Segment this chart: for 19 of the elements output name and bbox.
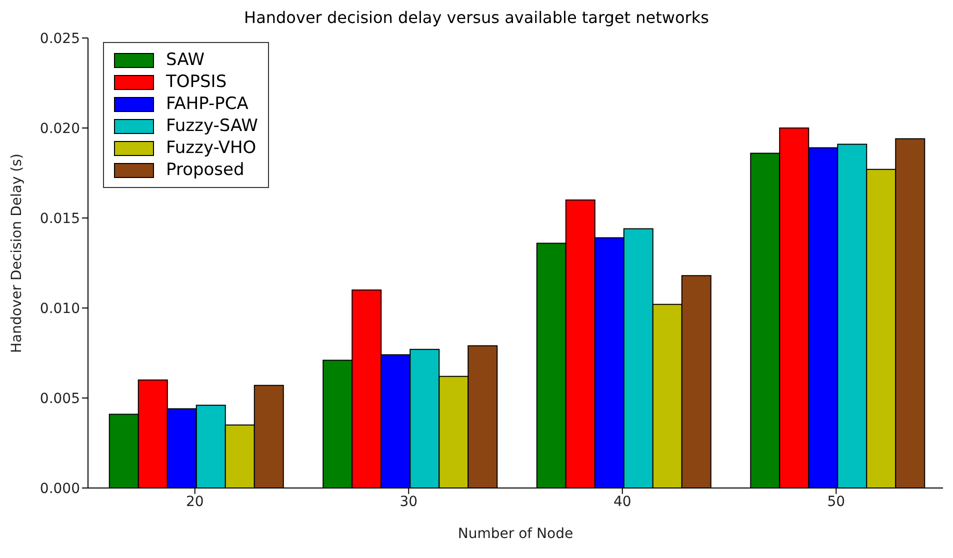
legend-label: Fuzzy-VHO xyxy=(166,137,256,159)
y-tick-label: 0.010 xyxy=(40,300,80,317)
x-tick-label: 50 xyxy=(827,494,846,510)
y-axis-title: Handover Decision Delay (s) xyxy=(8,154,25,353)
x-tick-label: 30 xyxy=(400,494,418,510)
x-axis-title: Number of Node xyxy=(458,526,574,542)
x-tick-label: 20 xyxy=(186,494,204,510)
legend-label: TOPSIS xyxy=(166,71,227,93)
chart-title: Handover decision delay versus available target networks xyxy=(243,8,710,28)
x-tick-label: 40 xyxy=(613,494,632,510)
y-tick-label: 0.020 xyxy=(40,120,80,137)
legend-label: Fuzzy-SAW xyxy=(166,115,258,137)
y-tick-label: 0.000 xyxy=(40,480,80,497)
y-tick-label: 0.025 xyxy=(40,30,80,47)
legend-label: SAW xyxy=(166,49,205,71)
legend-label: FAHP-PCA xyxy=(166,93,248,115)
y-tick-label: 0.015 xyxy=(40,210,80,227)
y-tick-label: 0.005 xyxy=(40,390,80,407)
legend-label: Proposed xyxy=(166,159,244,181)
